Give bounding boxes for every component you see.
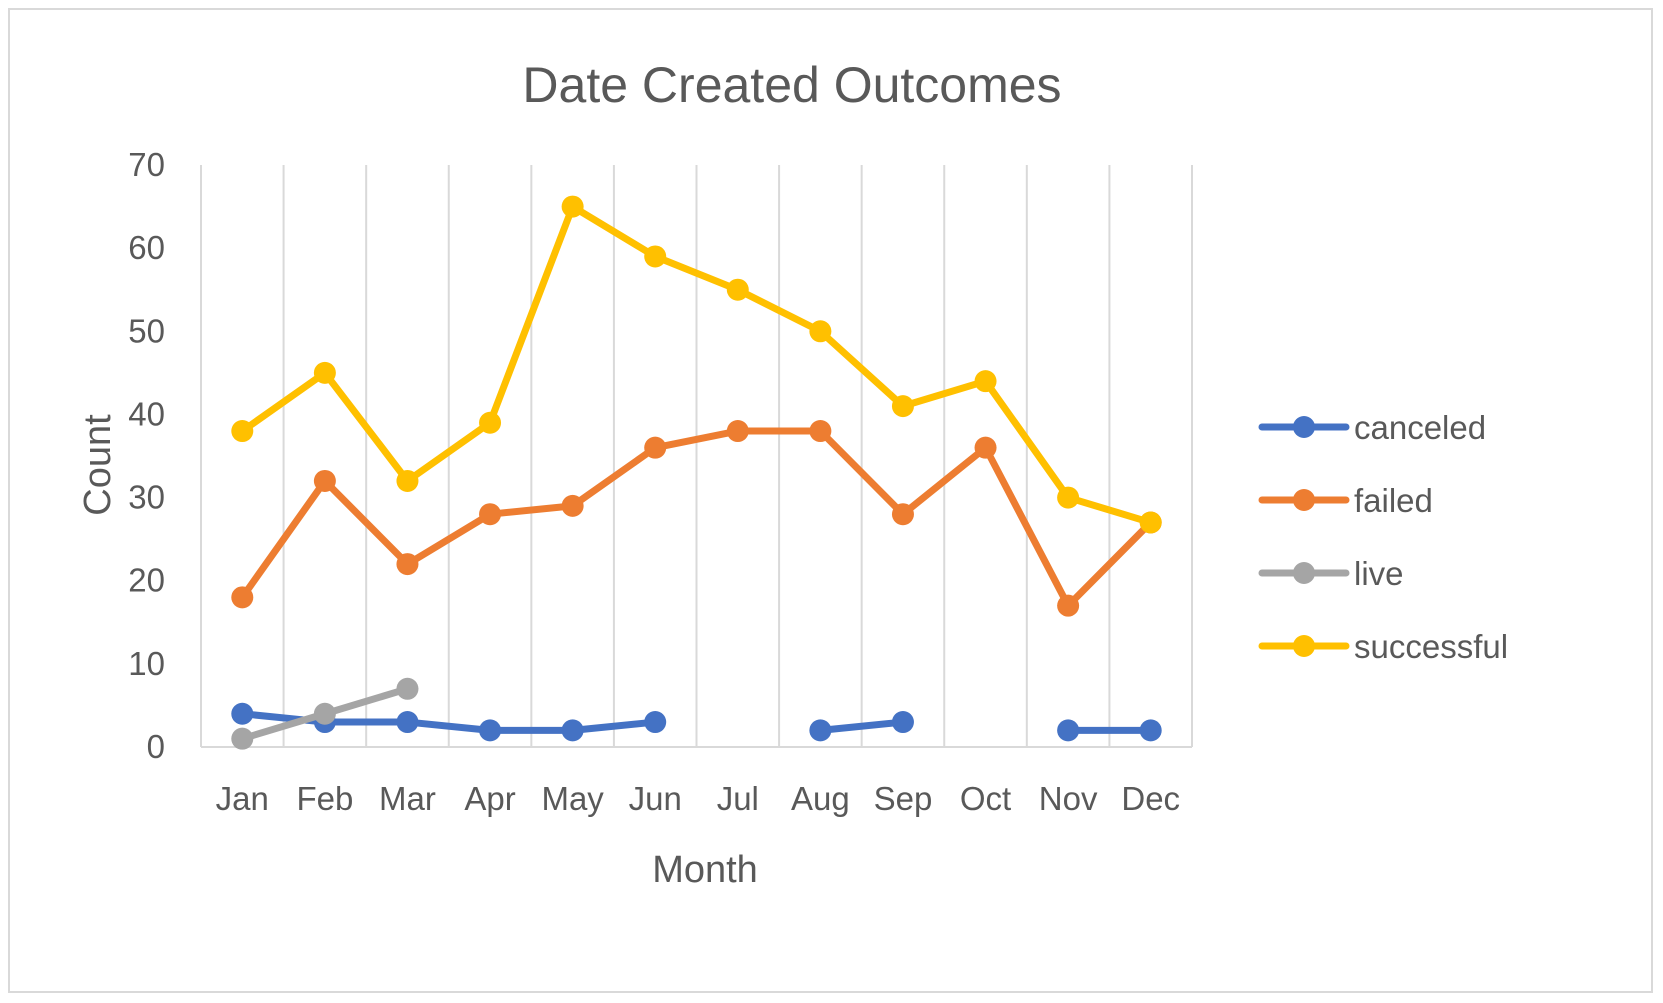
data-point: [1139, 511, 1162, 534]
x-tick-label: Nov: [1039, 780, 1098, 817]
x-tick-label: Apr: [464, 780, 515, 817]
data-point: [479, 503, 502, 526]
data-point: [726, 420, 749, 443]
data-point: [1057, 486, 1080, 509]
legend-label: failed: [1354, 482, 1433, 519]
data-point: [644, 245, 667, 268]
x-tick-label: Jan: [216, 780, 269, 817]
chart-title: Date Created Outcomes: [522, 57, 1061, 113]
y-tick-label: 0: [147, 728, 165, 765]
x-tick-label: Mar: [379, 780, 436, 817]
y-tick-label: 70: [128, 146, 165, 183]
data-point: [891, 711, 914, 734]
legend-label: successful: [1354, 628, 1508, 665]
data-point: [396, 553, 419, 576]
x-tick-label: May: [541, 780, 604, 817]
legend-item: failed: [1258, 482, 1433, 519]
data-point: [726, 278, 749, 301]
series-successful: [231, 195, 1162, 534]
y-tick-label: 20: [128, 562, 165, 599]
data-point: [396, 711, 419, 734]
legend-marker: [1293, 562, 1315, 584]
x-tick-label: Feb: [296, 780, 353, 817]
data-point: [1139, 719, 1162, 742]
data-point: [313, 469, 336, 492]
data-point: [231, 420, 254, 443]
data-point: [396, 469, 419, 492]
x-tick-label: Jul: [717, 780, 759, 817]
x-tick-label: Dec: [1121, 780, 1180, 817]
data-point: [644, 711, 667, 734]
legend-label: canceled: [1354, 409, 1486, 446]
data-point: [809, 719, 832, 742]
data-point: [1057, 594, 1080, 617]
data-point: [313, 361, 336, 384]
x-tick-label: Aug: [791, 780, 850, 817]
data-point: [396, 677, 419, 700]
series-line: [238, 427, 1155, 610]
x-axis-title: Month: [652, 849, 758, 891]
data-point: [809, 420, 832, 443]
x-tick-label: Sep: [874, 780, 933, 817]
data-point: [231, 727, 254, 750]
data-point: [561, 195, 584, 218]
data-point: [891, 395, 914, 418]
data-point: [313, 702, 336, 725]
series-live: [231, 677, 419, 750]
y-tick-label: 10: [128, 645, 165, 682]
legend-item: successful: [1258, 628, 1508, 665]
legend-marker: [1293, 416, 1315, 438]
legend-marker: [1293, 635, 1315, 657]
data-point: [809, 320, 832, 343]
series-line: [816, 718, 907, 734]
x-tick-label: Jun: [629, 780, 682, 817]
data-point: [231, 586, 254, 609]
legend-item: live: [1258, 555, 1404, 592]
legend-item: canceled: [1258, 409, 1486, 446]
data-point: [561, 494, 584, 517]
series-line: [238, 203, 1155, 527]
data-point: [974, 436, 997, 459]
legend-label: live: [1354, 555, 1404, 592]
series-failed: [231, 420, 1162, 617]
series-lines: [231, 195, 1162, 750]
chart-area: Date Created Outcomes 0 10 20 30 40 50 60 70 Jan…: [8, 8, 1653, 993]
axes: 0 10 20 30 40 50 60 70 Jan Feb Mar Apr May Jun Jul Aug S…: [128, 146, 1192, 817]
data-point: [891, 503, 914, 526]
gridlines: [200, 165, 1193, 747]
legend: canceled failed live successful: [1258, 409, 1508, 665]
line-chart: Date Created Outcomes 0 10 20 30 40 50 60 70 Jan…: [77, 57, 1508, 891]
y-tick-label: 30: [128, 479, 165, 516]
y-tick-label: 50: [128, 312, 165, 349]
y-tick-label: 60: [128, 229, 165, 266]
data-point: [974, 370, 997, 393]
data-point: [644, 436, 667, 459]
data-point: [1057, 719, 1080, 742]
x-tick-label: Oct: [960, 780, 1011, 817]
data-point: [231, 702, 254, 725]
data-point: [561, 719, 584, 742]
data-point: [479, 719, 502, 742]
y-axis-title: Count: [77, 414, 119, 516]
legend-marker: [1293, 489, 1315, 511]
y-tick-label: 40: [128, 395, 165, 432]
data-point: [479, 411, 502, 434]
